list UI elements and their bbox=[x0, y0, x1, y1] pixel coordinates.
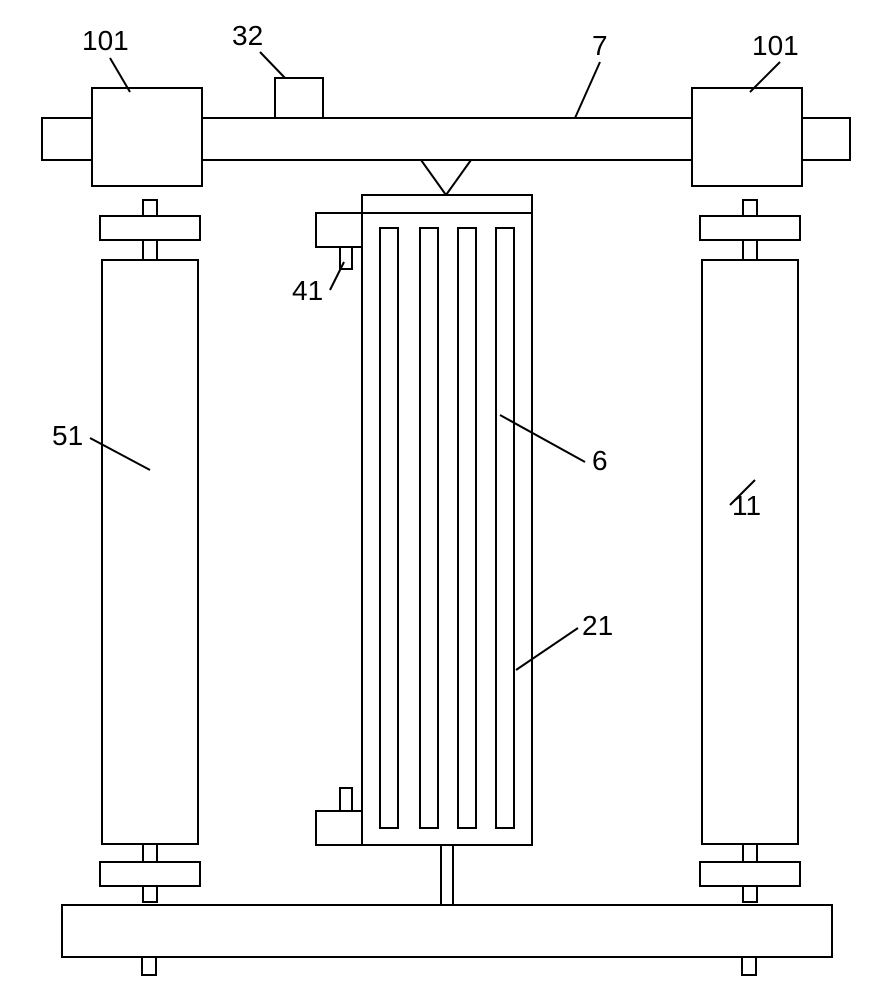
leader-l_7 bbox=[575, 62, 600, 118]
label-upper_mid: 41 bbox=[292, 275, 323, 307]
label-top_bar: 7 bbox=[592, 30, 608, 62]
leader-l_101_left bbox=[110, 58, 130, 92]
leader-l_41 bbox=[330, 262, 344, 290]
label-center_outer: 21 bbox=[582, 610, 613, 642]
label-right_column: 11 bbox=[732, 490, 761, 522]
leader-l_51 bbox=[90, 438, 150, 470]
diagram-canvas: 101 32 7 101 41 51 6 11 21 bbox=[0, 0, 891, 1000]
label-left_column: 51 bbox=[52, 420, 83, 452]
label-center_inner: 6 bbox=[592, 445, 608, 477]
leader-l_101_right bbox=[750, 62, 780, 92]
label-top_right_block: 101 bbox=[752, 30, 799, 62]
leader-l_6 bbox=[500, 415, 585, 462]
label-small_top_block: 32 bbox=[232, 20, 263, 52]
leader-l_21 bbox=[516, 628, 578, 670]
label-top_left_block: 101 bbox=[82, 25, 129, 57]
leader-l_32 bbox=[260, 52, 285, 78]
